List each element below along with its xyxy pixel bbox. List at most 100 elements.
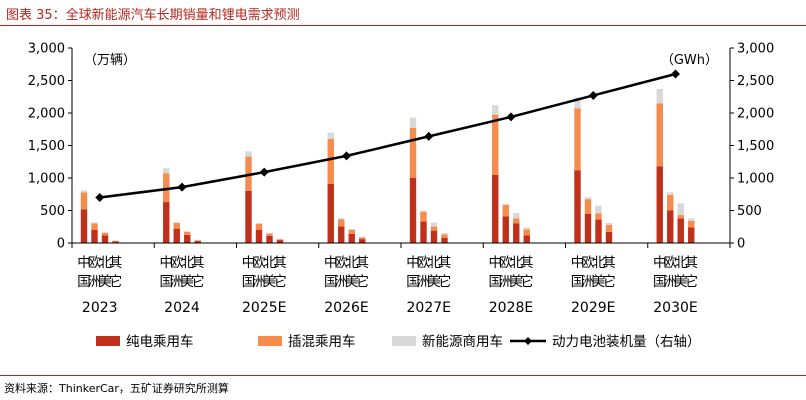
battery-demand-line	[99, 72, 676, 199]
year-label: 2027E	[407, 300, 451, 316]
year-label: 2024	[164, 300, 200, 316]
title-rule	[0, 25, 806, 26]
region-label-top: 中	[77, 255, 91, 271]
region-label-bottom: 美	[674, 274, 688, 290]
bar-2025E-北美-新能源商用车	[266, 232, 273, 234]
bar-2024-欧洲-纯电乘用车	[173, 228, 180, 243]
region-label-bottom: 它	[109, 273, 123, 290]
right-tick-label: 1,500	[737, 139, 774, 154]
bar-2030E-北美-插混乘用车	[677, 215, 684, 219]
right-tick-label: 0	[737, 237, 745, 252]
region-label-top: 中	[324, 255, 338, 271]
region-label-top: 北	[592, 255, 606, 271]
right-axis-unit: （GWh）	[661, 53, 718, 68]
battery-demand-point-2026E	[342, 151, 351, 161]
bar-2024-北美-新能源商用车	[184, 231, 191, 232]
bar-2028E-欧洲-新能源商用车	[502, 203, 509, 205]
legend-swatch	[96, 336, 120, 346]
bar-2024-中国-插混乘用车	[163, 173, 170, 203]
bar-2025E-北美-纯电乘用车	[266, 235, 273, 243]
bar-2023-北美-插混乘用车	[101, 232, 109, 236]
region-label-bottom: 国	[160, 274, 174, 290]
bar-2030E-北美-新能源商用车	[677, 203, 684, 216]
bar-2027E-北美-纯电乘用车	[430, 230, 438, 243]
region-label-bottom: 它	[520, 273, 534, 290]
bar-2024-中国-新能源商用车	[163, 168, 170, 174]
region-label-bottom: 国	[653, 274, 667, 290]
battery-demand-point-2028E	[506, 112, 516, 122]
region-label-bottom: 洲	[252, 274, 266, 290]
bar-2023-中国-新能源商用车	[80, 190, 88, 193]
region-label-bottom: 国	[77, 274, 91, 290]
region-label-top: 北	[345, 255, 359, 271]
right-tick-label: 500	[737, 204, 762, 219]
bar-2028E-北美-纯电乘用车	[513, 223, 520, 243]
bar-2030E-中国-插混乘用车	[656, 103, 663, 167]
bar-2028E-其它-插混乘用车	[523, 229, 530, 236]
region-label-bottom: 它	[602, 273, 616, 290]
region-label-top: 其	[685, 255, 699, 271]
region-label-top: 其	[109, 255, 123, 271]
legend-line-marker	[524, 337, 532, 345]
legend-label: 纯电乘用车	[126, 333, 194, 350]
bar-2026E-北美-纯电乘用车	[348, 233, 355, 243]
bar-2030E-欧洲-插混乘用车	[667, 194, 674, 211]
region-label-top: 中	[489, 255, 503, 271]
bar-2025E-其它-插混乘用车	[276, 239, 284, 241]
region-label-top: 中	[160, 255, 174, 271]
bar-2025E-欧洲-新能源商用车	[255, 222, 263, 224]
bar-2027E-欧洲-纯电乘用车	[420, 221, 427, 243]
year-label: 2028E	[489, 300, 533, 316]
bar-2029E-中国-插混乘用车	[574, 108, 581, 171]
bar-2023-其它-纯电乘用车	[112, 241, 119, 243]
region-label-bottom: 它	[438, 273, 452, 290]
region-label-top: 中	[406, 255, 420, 271]
region-label-top: 其	[273, 255, 287, 271]
bar-2026E-欧洲-插混乘用车	[338, 219, 345, 227]
right-tick-label: 2,500	[737, 74, 774, 89]
left-tick-label: 2,000	[28, 107, 65, 122]
year-label: 2029E	[571, 300, 615, 316]
bar-2028E-其它-新能源商用车	[523, 227, 530, 230]
right-tick-label: 3,000	[737, 42, 774, 57]
bar-2026E-其它-新能源商用车	[359, 236, 366, 238]
left-tick-label: 2,500	[28, 74, 65, 89]
bar-2024-其它-新能源商用车	[194, 239, 201, 241]
year-label: 2023	[82, 300, 118, 316]
bar-2027E-欧洲-插混乘用车	[420, 211, 427, 222]
bar-2023-中国-纯电乘用车	[80, 209, 88, 243]
bar-2026E-中国-纯电乘用车	[327, 183, 334, 243]
region-label-top: 其	[356, 255, 370, 271]
region-label-top: 其	[438, 255, 452, 271]
right-tick-label: 2,000	[737, 107, 774, 122]
bar-2026E-其它-插混乘用车	[359, 237, 366, 240]
ticks-layer: 0 0 500 500 1,000 1,000 1,500 1,500 2,000 2,000 2,…	[28, 42, 774, 252]
region-label-bottom: 国	[324, 274, 338, 290]
region-label-top: 北	[263, 255, 277, 271]
figure-title: 图表 35：全球新能源汽车长期销量和锂电需求预测	[6, 8, 300, 23]
region-label-top: 其	[520, 255, 534, 271]
region-label-bottom: 美	[592, 274, 606, 290]
bar-2029E-欧洲-插混乘用车	[584, 199, 592, 214]
region-label-bottom: 它	[685, 273, 699, 290]
left-tick-label: 1,500	[28, 139, 65, 154]
region-label-bottom: 国	[571, 274, 585, 290]
region-label-top: 欧	[417, 255, 431, 271]
region-label-bottom: 美	[98, 274, 112, 290]
bar-2029E-中国-新能源商用车	[574, 97, 581, 109]
left-axis-unit: （万辆）	[84, 53, 136, 68]
region-label-top: 中	[242, 255, 256, 271]
legend-label: 新能源商用车	[422, 333, 503, 350]
x-labels-layer: 中国欧洲北美其它2023中国欧洲北美其它2024中国欧洲北美其它2025E中国欧…	[77, 255, 698, 316]
bar-2029E-其它-插混乘用车	[605, 224, 613, 232]
bar-2030E-其它-纯电乘用车	[688, 227, 695, 243]
bar-2029E-欧洲-新能源商用车	[584, 197, 592, 200]
bar-2030E-欧洲-新能源商用车	[667, 192, 674, 195]
region-label-bottom: 美	[263, 274, 277, 290]
region-label-top: 欧	[499, 255, 513, 271]
bar-2027E-中国-新能源商用车	[409, 117, 417, 128]
bar-2025E-欧洲-纯电乘用车	[255, 229, 263, 243]
bar-2027E-其它-新能源商用车	[441, 232, 448, 235]
battery-demand-point-2023	[95, 193, 105, 202]
region-label-top: 欧	[581, 255, 595, 271]
